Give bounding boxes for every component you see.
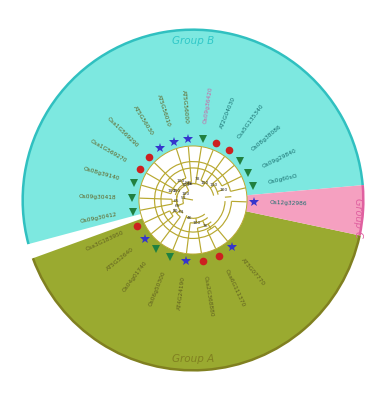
Text: Os12g32986: Os12g32986 bbox=[270, 200, 307, 206]
Text: 100: 100 bbox=[210, 183, 218, 187]
Text: AT4G24190: AT4G24190 bbox=[177, 276, 186, 310]
Text: AT5G56010: AT5G56010 bbox=[156, 94, 172, 128]
Text: Csa1G569270: Csa1G569270 bbox=[89, 139, 128, 164]
Text: AT3G07770: AT3G07770 bbox=[240, 257, 266, 287]
Text: AT2G04030: AT2G04030 bbox=[220, 96, 237, 130]
Text: 53: 53 bbox=[180, 196, 186, 200]
Text: 98: 98 bbox=[187, 182, 193, 186]
Text: Os06g50300: Os06g50300 bbox=[148, 270, 166, 307]
Circle shape bbox=[139, 146, 247, 254]
Text: AT5G56000: AT5G56000 bbox=[181, 89, 189, 124]
Text: Os09g30412: Os09g30412 bbox=[80, 212, 118, 224]
Wedge shape bbox=[33, 211, 360, 370]
Text: 78: 78 bbox=[195, 177, 200, 181]
Text: 100: 100 bbox=[193, 221, 201, 225]
Text: 100: 100 bbox=[168, 189, 176, 193]
Text: Csa2G368880: Csa2G368880 bbox=[203, 276, 214, 318]
Text: Os08g38086: Os08g38086 bbox=[250, 124, 282, 152]
Text: AT5G52640: AT5G52640 bbox=[105, 246, 135, 272]
Wedge shape bbox=[246, 185, 363, 236]
Text: 100: 100 bbox=[219, 188, 227, 192]
Text: Os0g60sO: Os0g60sO bbox=[267, 174, 298, 185]
Text: 100: 100 bbox=[181, 192, 190, 196]
Text: Csa3G183950: Csa3G183950 bbox=[85, 230, 124, 252]
Text: Csa1G569290: Csa1G569290 bbox=[106, 116, 139, 148]
Text: Os04g01740: Os04g01740 bbox=[122, 260, 149, 293]
Wedge shape bbox=[23, 30, 363, 244]
Text: 100: 100 bbox=[201, 181, 209, 185]
Text: 53: 53 bbox=[185, 180, 190, 184]
Text: 100: 100 bbox=[182, 183, 190, 187]
Text: AT5G56030: AT5G56030 bbox=[132, 105, 154, 136]
Text: 100: 100 bbox=[173, 189, 181, 193]
Text: Os09g36420: Os09g36420 bbox=[203, 86, 213, 124]
Text: Csa6G111370: Csa6G111370 bbox=[223, 269, 245, 308]
Text: 76: 76 bbox=[202, 224, 208, 228]
Text: Os09g29840: Os09g29840 bbox=[261, 148, 297, 168]
Text: Os08g39140: Os08g39140 bbox=[82, 166, 120, 181]
Text: 46: 46 bbox=[186, 216, 192, 220]
Text: 100: 100 bbox=[177, 178, 185, 182]
Text: 80: 80 bbox=[173, 209, 178, 213]
Text: 63: 63 bbox=[179, 210, 184, 214]
Text: Group C: Group C bbox=[353, 198, 363, 238]
Text: Csa5G135340: Csa5G135340 bbox=[236, 103, 265, 139]
Text: Group A: Group A bbox=[172, 354, 214, 364]
Text: Group B: Group B bbox=[172, 36, 214, 46]
Text: Os09g30418: Os09g30418 bbox=[78, 194, 116, 200]
Text: 65: 65 bbox=[175, 204, 180, 208]
Text: 65: 65 bbox=[174, 199, 179, 203]
